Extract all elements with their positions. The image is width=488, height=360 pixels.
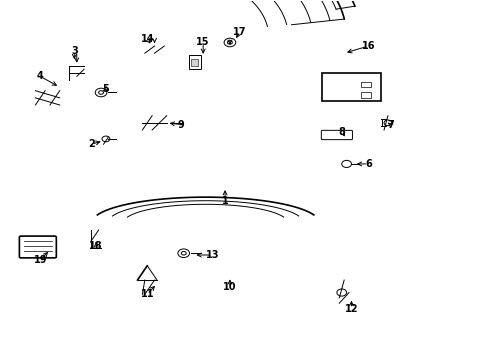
FancyBboxPatch shape [321,130,352,140]
Text: 14: 14 [140,34,154,44]
Text: 10: 10 [223,282,236,292]
Text: 4: 4 [37,71,43,81]
Text: 6: 6 [365,159,371,169]
Text: 7: 7 [386,120,393,130]
Text: 19: 19 [34,255,47,265]
Text: 1: 1 [221,197,228,206]
Bar [361,82,370,87]
Text: 13: 13 [206,250,219,260]
Text: 5: 5 [102,84,109,94]
Bar [191,59,198,66]
Bar [361,93,370,98]
Text: 9: 9 [178,120,184,130]
Bar [188,55,201,69]
Text: 17: 17 [232,27,246,37]
Text: 15: 15 [196,37,209,48]
Text: 16: 16 [361,41,374,51]
Text: 3: 3 [71,46,78,57]
Text: 11: 11 [140,289,154,299]
Text: 2: 2 [88,139,95,149]
Bar [322,73,380,102]
FancyBboxPatch shape [20,236,56,258]
Text: 12: 12 [344,303,358,314]
Text: 18: 18 [89,241,103,251]
Text: 8: 8 [338,127,345,137]
